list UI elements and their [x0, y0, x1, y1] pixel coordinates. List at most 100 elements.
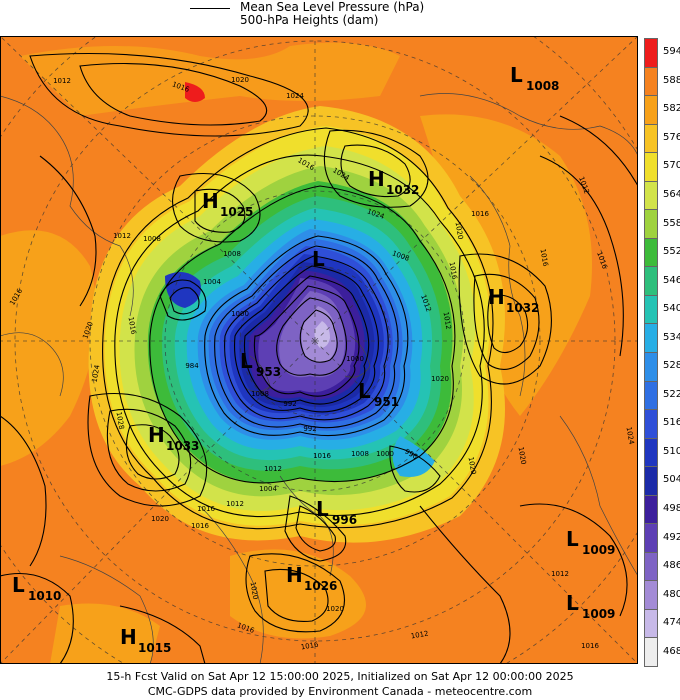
svg-text:L: L — [240, 349, 253, 373]
colorbar-tick-label: 504 — [663, 474, 680, 486]
isobar-label: 1000 — [376, 450, 394, 458]
colorbar-swatch — [644, 266, 658, 296]
isobar-label: 1020 — [516, 446, 527, 465]
isobar-label: 984 — [185, 362, 199, 370]
svg-text:H: H — [148, 423, 165, 447]
colorbar-swatch — [644, 152, 658, 182]
svg-text:1025: 1025 — [220, 205, 253, 219]
svg-text:H: H — [488, 285, 505, 309]
isobar-label: 1020 — [431, 375, 449, 383]
colorbar-tick-label: 594 — [663, 46, 680, 58]
colorbar-swatch — [644, 580, 658, 610]
colorbar-swatch — [644, 66, 658, 97]
svg-text:L: L — [510, 63, 523, 87]
colorbar-swatch — [644, 494, 658, 525]
legend-mslp-label: Mean Sea Level Pressure (hPa) — [240, 0, 425, 14]
colorbar-swatch — [644, 95, 658, 125]
coastlines — [0, 93, 638, 664]
isobar-label: 1000 — [346, 355, 364, 363]
colorbar-swatch — [644, 123, 658, 154]
colorbar-tick-label: 516 — [663, 417, 680, 429]
svg-text:951: 951 — [374, 395, 399, 409]
isobar-label: 1012 — [410, 630, 429, 641]
low-center-northeast: L 1008 — [510, 63, 559, 93]
low-center-pole: L — [312, 247, 325, 271]
colorbar-swatch — [644, 209, 658, 239]
isobar-label: 1004 — [203, 278, 221, 286]
svg-text:L: L — [312, 247, 325, 271]
colorbar: 594 588 582 576 570 564 558 552 546 540 534 528 522 5… — [644, 38, 680, 667]
isobar-label: 1004 — [259, 485, 277, 493]
svg-text:1015: 1015 — [138, 641, 171, 655]
mslp-line-sample — [190, 8, 230, 9]
isobar-label: 1012 — [264, 465, 282, 473]
isobar-label: 1024 — [91, 364, 102, 383]
isobar-label: 1016 — [313, 452, 331, 460]
isobar-label: 1024 — [624, 426, 635, 445]
isobars — [0, 52, 638, 664]
svg-text:1008: 1008 — [526, 79, 559, 93]
colorbar-tick-label: 492 — [663, 531, 680, 543]
colorbar-swatch — [644, 237, 658, 268]
low-center-southwest: L 1010 — [12, 573, 61, 603]
colorbar-tick-label: 486 — [663, 560, 680, 572]
svg-text:1009: 1009 — [582, 607, 615, 621]
colorbar-tick-label: 474 — [663, 617, 680, 629]
colorbar-tick-label: 480 — [663, 588, 680, 600]
colorbar-swatch — [644, 637, 658, 667]
isobar-label: 1016 — [300, 640, 319, 651]
isobar-label: 1008 — [351, 450, 369, 458]
colorbar-swatch — [644, 38, 658, 68]
isobar-label: 1024 — [286, 92, 304, 100]
high-center-southwest: H 1015 — [120, 625, 171, 655]
isobar-label: 1020 — [151, 515, 169, 523]
svg-text:L: L — [566, 527, 579, 551]
isobar-label: 1008 — [251, 390, 269, 398]
isobar-label: 1020 — [231, 76, 249, 84]
isobar-label: 1020 — [453, 221, 464, 240]
polar-map: 1016 1020 1024 1012 1016 1024 1008 1012 … — [0, 36, 638, 664]
isobar-label: 992 — [283, 400, 296, 408]
svg-text:996: 996 — [332, 513, 357, 527]
low-center-southeast-lower: L 1009 — [566, 591, 615, 621]
colorbar-swatch — [644, 466, 658, 496]
colorbar-tick-label: 552 — [663, 246, 680, 258]
colorbar-tick-label: 570 — [663, 160, 680, 172]
isobar-label: 1020 — [326, 605, 344, 613]
isobar-label: 1028 — [114, 411, 125, 430]
isobar-label: 1016 — [126, 316, 137, 335]
isobar-label: 1016 — [447, 261, 458, 280]
colorbar-swatch — [644, 523, 658, 553]
colorbar-tick-label: 558 — [663, 217, 680, 229]
isobar-label: 992 — [303, 425, 316, 433]
colorbar-tick-label: 582 — [663, 103, 680, 115]
colorbar-tick-label: 546 — [663, 274, 680, 286]
footer-valid-time: 15-h Fcst Valid on Sat Apr 12 15:00:00 2… — [106, 670, 574, 683]
colorbar-tick-label: 528 — [663, 360, 680, 372]
high-center-east: H 1032 — [488, 285, 539, 315]
colorbar-tick-label: 498 — [663, 503, 680, 514]
colorbar-tick-label: 468 — [663, 645, 680, 657]
isobar-label: 1008 — [143, 235, 161, 243]
colorbar-swatch — [644, 437, 658, 468]
colorbar-tick-label: 588 — [663, 74, 680, 86]
colorbar-swatch — [644, 380, 658, 411]
isobar-label: 1020 — [248, 581, 259, 600]
height-shading — [0, 42, 592, 664]
isobar-label: 1012 — [551, 570, 569, 578]
colorbar-swatch — [644, 551, 658, 582]
map-legend: Mean Sea Level Pressure (hPa) 500-hPa He… — [0, 0, 680, 36]
svg-text:1032: 1032 — [506, 301, 539, 315]
isobar-label: 1016 — [581, 642, 599, 650]
isobar-label: 1020 — [466, 456, 477, 475]
svg-text:L: L — [12, 573, 25, 597]
low-center-southeast: L 1009 — [566, 527, 615, 557]
svg-text:1033: 1033 — [166, 439, 199, 453]
svg-text:1009: 1009 — [582, 543, 615, 557]
svg-text:1010: 1010 — [28, 589, 61, 603]
colorbar-swatch — [644, 409, 658, 439]
colorbar-tick-label: 576 — [663, 131, 680, 143]
colorbar-tick-label: 522 — [663, 388, 680, 400]
svg-text:H: H — [202, 189, 219, 213]
isobar-label: 1012 — [113, 232, 131, 240]
